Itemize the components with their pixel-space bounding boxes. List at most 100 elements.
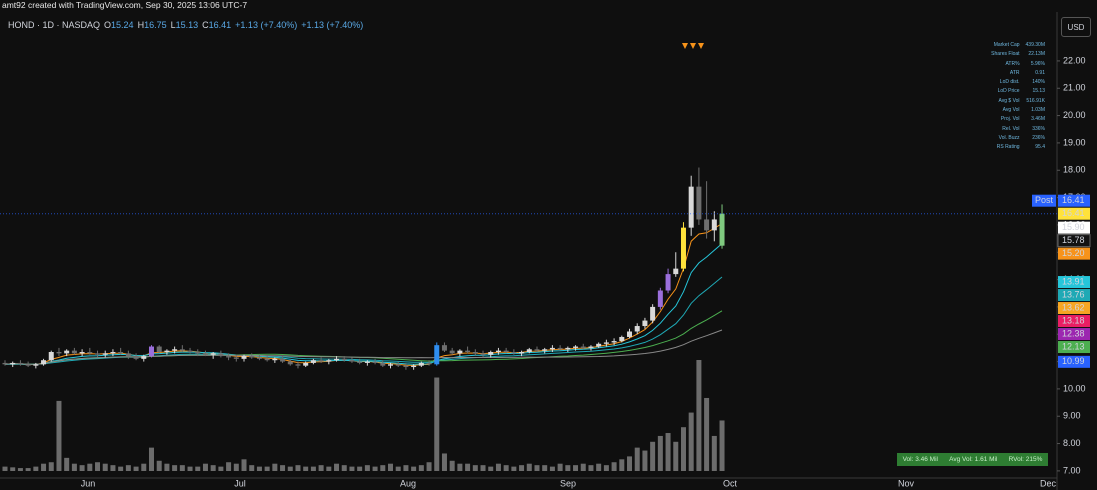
volume-bar bbox=[511, 466, 517, 471]
candle-body bbox=[403, 365, 409, 368]
volume-bar bbox=[488, 466, 494, 471]
y-tick-label: 10.00 bbox=[1063, 383, 1086, 393]
stat-label: Avg $ Vol bbox=[998, 97, 1020, 104]
y-tick-label: 22.00 bbox=[1063, 55, 1086, 65]
candle-body bbox=[295, 364, 301, 366]
volume-bar bbox=[218, 466, 224, 471]
volume-bar bbox=[611, 462, 617, 471]
volume-bar bbox=[287, 466, 293, 471]
candle-body bbox=[665, 274, 671, 291]
volume-bar bbox=[256, 466, 262, 471]
candle-body bbox=[25, 364, 31, 366]
volume-bar bbox=[665, 433, 671, 471]
candle-body bbox=[534, 349, 540, 351]
volume-bar bbox=[580, 463, 586, 471]
candle-body bbox=[218, 353, 224, 357]
candle-body bbox=[310, 360, 316, 363]
volume-bar bbox=[627, 456, 633, 471]
candle-body bbox=[64, 350, 70, 354]
volume-bar bbox=[441, 453, 447, 471]
legend-change: +1.13 (+7.40%) bbox=[301, 20, 364, 30]
candle-body bbox=[441, 345, 447, 351]
legend-key: C bbox=[202, 20, 209, 30]
candle-body bbox=[688, 186, 694, 228]
currency-button[interactable]: USD bbox=[1061, 17, 1091, 37]
volume-bar bbox=[395, 466, 401, 471]
candle-body bbox=[71, 350, 77, 354]
candle-body bbox=[680, 227, 686, 269]
price-tag bbox=[1058, 355, 1090, 368]
y-tick-label: 20.00 bbox=[1063, 110, 1086, 120]
stat-label: ATR bbox=[1009, 69, 1020, 76]
candle-body bbox=[557, 347, 563, 350]
volume-bar bbox=[33, 466, 39, 471]
candle-body bbox=[148, 346, 154, 357]
volume-bar bbox=[503, 465, 509, 471]
marker bbox=[698, 43, 704, 49]
candle-body bbox=[334, 358, 340, 361]
volume-bar bbox=[125, 465, 131, 471]
candle-body bbox=[210, 353, 216, 355]
volume-bar bbox=[549, 466, 555, 471]
volume-bar bbox=[519, 465, 525, 471]
price-tag bbox=[1058, 289, 1090, 302]
candle-body bbox=[480, 353, 486, 355]
price-tag bbox=[1058, 276, 1090, 289]
legend-value: 16.41 bbox=[208, 20, 232, 30]
stat-label: ATR% bbox=[1005, 60, 1020, 67]
candle-body bbox=[657, 290, 663, 307]
candle-body bbox=[457, 350, 463, 354]
price-tag-label: 12.13 bbox=[1062, 341, 1085, 351]
volume-bar bbox=[719, 420, 725, 471]
volume-bar bbox=[364, 465, 370, 471]
volume-bar bbox=[202, 463, 208, 471]
volume-bar bbox=[272, 463, 278, 471]
volume-bar bbox=[2, 466, 8, 471]
candle-body bbox=[426, 362, 432, 365]
volume-bar bbox=[472, 465, 478, 471]
stat-label: Market Cap bbox=[993, 42, 1020, 48]
volume-bar bbox=[619, 459, 625, 471]
candle-body bbox=[526, 349, 532, 353]
stat-label: Shares Float bbox=[991, 51, 1020, 58]
stat-value: 439.30M bbox=[1025, 42, 1045, 48]
stat-value: 0.91 bbox=[1035, 69, 1045, 76]
volume-bar bbox=[711, 435, 717, 471]
candle-body bbox=[172, 349, 178, 351]
volume-bar bbox=[565, 465, 571, 471]
volume-bar bbox=[642, 450, 648, 471]
moving-average bbox=[4, 243, 723, 365]
volume-bar bbox=[526, 463, 532, 471]
candle-body bbox=[611, 341, 617, 343]
candle-body bbox=[326, 360, 332, 362]
candle-body bbox=[411, 365, 417, 368]
volume-bar bbox=[372, 466, 378, 471]
y-tick-label: 19.00 bbox=[1063, 137, 1086, 147]
volume-bar bbox=[534, 465, 540, 471]
volume-bar bbox=[187, 466, 193, 471]
legend-item: O15.24 bbox=[104, 20, 134, 30]
x-tick-label: Jul bbox=[234, 478, 246, 488]
candle-body bbox=[156, 346, 162, 353]
candle-body bbox=[79, 352, 85, 354]
candle-body bbox=[41, 360, 47, 365]
volume-bar bbox=[634, 447, 640, 471]
price-tag bbox=[1058, 247, 1090, 260]
candle-body bbox=[418, 362, 424, 366]
price-tag-label: 16.41 bbox=[1062, 208, 1085, 218]
price-tag bbox=[1057, 234, 1091, 248]
candle-body bbox=[372, 361, 378, 363]
legend: HOND · 1D · NASDAQ O15.24 H16.75 L15.13 C16… bbox=[8, 20, 363, 30]
legend-key: H bbox=[137, 20, 145, 30]
candle-body bbox=[118, 352, 124, 354]
candle-body bbox=[280, 358, 286, 362]
marker bbox=[682, 43, 688, 49]
volume-summary: Vol: 3.46 Mil Avg Vol: 1.61 Mil RVol: 215% bbox=[897, 453, 1048, 466]
candle-body bbox=[187, 350, 193, 353]
candle-body bbox=[580, 346, 586, 348]
legend-key: L bbox=[170, 20, 176, 30]
candle-body bbox=[465, 350, 471, 353]
legend-change: +1.13 (+7.40%) bbox=[235, 20, 298, 30]
symbol: HOND · 1D · NASDAQ bbox=[8, 20, 101, 30]
